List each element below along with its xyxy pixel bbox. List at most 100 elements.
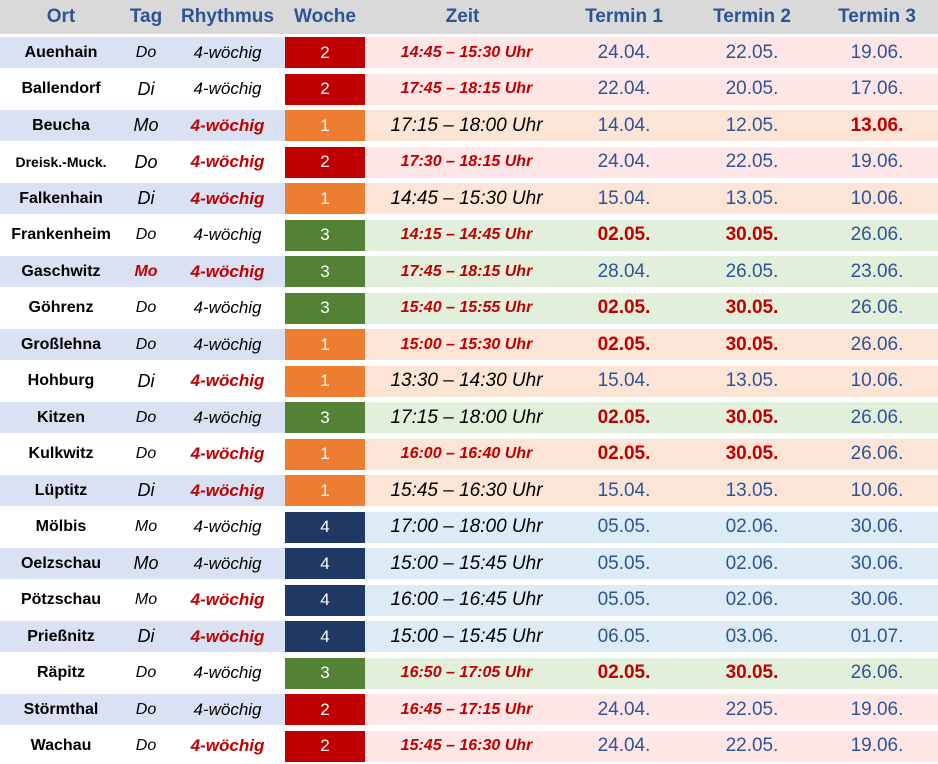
cell-woche-badge: 4 [285, 548, 365, 579]
cell-tag: Do [122, 657, 170, 689]
table-row: Prießnitz Di 4-wöchig 4 15:00 – 15:45 Uhr 06.… [0, 621, 938, 652]
table-row: Hohburg Di 4-wöchig 1 13:30 – 14:30 Uhr 15.04… [0, 365, 938, 397]
cell-termin2: 13.05. [688, 475, 816, 506]
table-row: Wachau Do 4-wöchig 2 15:45 – 16:30 Uhr 24.04.… [0, 730, 938, 762]
cell-termin2: 22.05. [688, 730, 816, 762]
cell-ort: Kulkwitz [0, 438, 122, 470]
cell-woche-badge: 3 [285, 292, 365, 324]
cell-termin2: 13.05. [688, 183, 816, 214]
cell-zeit: 15:00 – 15:30 Uhr [365, 329, 560, 360]
cell-zeit: 17:00 – 18:00 Uhr [365, 511, 560, 543]
cell-zeit: 17:45 – 18:15 Uhr [365, 256, 560, 287]
cell-woche-badge: 1 [285, 475, 365, 506]
cell-tag: Di [122, 475, 170, 506]
cell-woche-badge: 3 [285, 402, 365, 433]
table-row: Pötzschau Mo 4-wöchig 4 16:00 – 16:45 Uhr 05.… [0, 584, 938, 616]
cell-woche-badge: 1 [285, 438, 365, 470]
cell-ort: Ballendorf [0, 73, 122, 105]
cell-ort: Wachau [0, 730, 122, 762]
cell-termin1: 22.04. [560, 73, 688, 105]
cell-termin2: 22.05. [688, 146, 816, 178]
cell-termin2: 02.06. [688, 511, 816, 543]
cell-rhythmus: 4-wöchig [170, 402, 285, 433]
cell-woche-badge: 3 [285, 657, 365, 689]
cell-termin2: 30.05. [688, 219, 816, 251]
cell-termin1: 06.05. [560, 621, 688, 652]
header-woche: Woche [294, 6, 356, 27]
cell-ort: Kitzen [0, 402, 122, 433]
cell-ort: Dreisk.-Muck. [0, 146, 122, 178]
cell-woche-badge: 4 [285, 621, 365, 652]
cell-woche-badge: 1 [285, 329, 365, 360]
cell-woche-badge: 1 [285, 365, 365, 397]
table-row: Ballendorf Di 4-wöchig 2 17:45 – 18:15 Uhr 22… [0, 73, 938, 105]
table-row: Kitzen Do 4-wöchig 3 17:15 – 18:00 Uhr 02.05.… [0, 402, 938, 433]
cell-woche-badge: 2 [285, 73, 365, 105]
table-row: Falkenhain Di 4-wöchig 1 14:45 – 15:30 Uhr 15… [0, 183, 938, 214]
cell-tag: Do [122, 219, 170, 251]
cell-termin3: 10.06. [816, 183, 938, 214]
cell-ort: Auenhain [0, 37, 122, 68]
header-ort: Ort [46, 6, 76, 27]
cell-rhythmus: 4-wöchig [170, 329, 285, 360]
cell-termin3: 01.07. [816, 621, 938, 652]
cell-rhythmus: 4-wöchig [170, 146, 285, 178]
cell-ort: Pötzschau [0, 584, 122, 616]
cell-termin3: 30.06. [816, 511, 938, 543]
cell-termin1: 15.04. [560, 365, 688, 397]
cell-rhythmus: 4-wöchig [170, 292, 285, 324]
cell-rhythmus: 4-wöchig [170, 730, 285, 762]
cell-termin3: 26.06. [816, 219, 938, 251]
cell-rhythmus: 4-wöchig [170, 511, 285, 543]
cell-rhythmus: 4-wöchig [170, 548, 285, 579]
cell-ort: Großlehna [0, 329, 122, 360]
cell-tag: Di [122, 621, 170, 652]
cell-woche-badge: 2 [285, 730, 365, 762]
cell-woche-badge: 3 [285, 256, 365, 287]
table-row: Mölbis Mo 4-wöchig 4 17:00 – 18:00 Uhr 05.05.… [0, 511, 938, 543]
table-row: Beucha Mo 4-wöchig 1 17:15 – 18:00 Uhr 14.04.… [0, 110, 938, 141]
table-row: Göhrenz Do 4-wöchig 3 15:40 – 15:55 Uhr 02.05… [0, 292, 938, 324]
table-row: Störmthal Do 4-wöchig 2 16:45 – 17:15 Uhr 24.… [0, 694, 938, 725]
cell-termin1: 02.05. [560, 329, 688, 360]
cell-ort: Störmthal [0, 694, 122, 725]
cell-ort: Lüptitz [0, 475, 122, 506]
cell-termin2: 12.05. [688, 110, 816, 141]
cell-zeit: 16:50 – 17:05 Uhr [365, 657, 560, 689]
cell-zeit: 17:15 – 18:00 Uhr [365, 110, 560, 141]
cell-tag: Mo [122, 511, 170, 543]
cell-rhythmus: 4-wöchig [170, 183, 285, 214]
cell-termin3: 23.06. [816, 256, 938, 287]
cell-termin2: 20.05. [688, 73, 816, 105]
cell-termin2: 22.05. [688, 37, 816, 68]
cell-rhythmus: 4-wöchig [170, 110, 285, 141]
header-rhythmus: Rhythmus [181, 6, 274, 27]
cell-termin2: 26.05. [688, 256, 816, 287]
cell-termin2: 02.06. [688, 584, 816, 616]
cell-termin1: 02.05. [560, 402, 688, 433]
cell-termin3: 26.06. [816, 402, 938, 433]
cell-rhythmus: 4-wöchig [170, 438, 285, 470]
header-termin3: Termin 3 [838, 6, 916, 27]
cell-zeit: 14:45 – 15:30 Uhr [365, 37, 560, 68]
cell-rhythmus: 4-wöchig [170, 219, 285, 251]
cell-termin1: 24.04. [560, 146, 688, 178]
cell-termin1: 02.05. [560, 657, 688, 689]
cell-termin3: 10.06. [816, 365, 938, 397]
cell-termin3: 19.06. [816, 694, 938, 725]
cell-woche-badge: 2 [285, 694, 365, 725]
header-tag: Tag [129, 6, 163, 27]
cell-tag: Mo [122, 256, 170, 287]
cell-termin3: 10.06. [816, 475, 938, 506]
table-row: Dreisk.-Muck. Do 4-wöchig 2 17:30 – 18:15 Uh… [0, 146, 938, 178]
cell-woche-badge: 2 [285, 146, 365, 178]
cell-termin1: 24.04. [560, 37, 688, 68]
cell-tag: Do [122, 438, 170, 470]
cell-termin1: 24.04. [560, 694, 688, 725]
cell-ort: Mölbis [0, 511, 122, 543]
cell-tag: Di [122, 183, 170, 214]
table-header: Ort Tag Rhythmus Woche Zeit Termin 1 Ter… [0, 0, 938, 34]
cell-tag: Di [122, 73, 170, 105]
cell-termin2: 02.06. [688, 548, 816, 579]
cell-rhythmus: 4-wöchig [170, 365, 285, 397]
